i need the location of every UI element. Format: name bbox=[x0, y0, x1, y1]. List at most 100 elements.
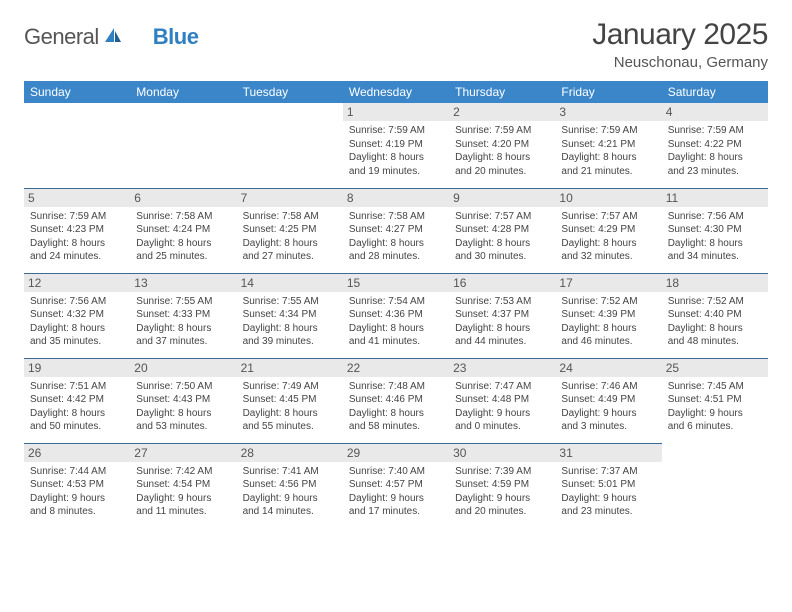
day-sun-info: Sunrise: 7:50 AMSunset: 4:43 PMDaylight:… bbox=[136, 380, 230, 434]
calendar-body: 1 Sunrise: 7:59 AMSunset: 4:19 PMDaylight… bbox=[24, 103, 768, 528]
day-number: 29 bbox=[343, 444, 449, 462]
day-number: 14 bbox=[237, 274, 343, 292]
day-sun-info: Sunrise: 7:59 AMSunset: 4:20 PMDaylight:… bbox=[455, 124, 549, 178]
day-number: 2 bbox=[449, 103, 555, 121]
day-number: 19 bbox=[24, 359, 130, 377]
day-sun-info: Sunrise: 7:41 AMSunset: 4:56 PMDaylight:… bbox=[243, 465, 337, 519]
day-number: 23 bbox=[449, 359, 555, 377]
day-sun-info: Sunrise: 7:47 AMSunset: 4:48 PMDaylight:… bbox=[455, 380, 549, 434]
calendar-day-cell: 2 Sunrise: 7:59 AMSunset: 4:20 PMDaylight… bbox=[449, 103, 555, 188]
day-number: 18 bbox=[662, 274, 768, 292]
day-sun-info: Sunrise: 7:55 AMSunset: 4:34 PMDaylight:… bbox=[243, 295, 337, 349]
day-sun-info: Sunrise: 7:49 AMSunset: 4:45 PMDaylight:… bbox=[243, 380, 337, 434]
calendar-day-cell: 22 Sunrise: 7:48 AMSunset: 4:46 PMDayligh… bbox=[343, 358, 449, 443]
weekday-header: Monday bbox=[130, 81, 236, 103]
calendar-day-cell: 10Sunrise: 7:57 AMSunset: 4:29 PMDayligh… bbox=[555, 188, 661, 273]
day-number: 13 bbox=[130, 274, 236, 292]
day-number: 7 bbox=[237, 189, 343, 207]
weekday-header: Tuesday bbox=[237, 81, 343, 103]
calendar-week-row: 5Sunrise: 7:59 AMSunset: 4:23 PMDaylight… bbox=[24, 188, 768, 273]
calendar-day-cell: 12 Sunrise: 7:56 AMSunset: 4:32 PMDayligh… bbox=[24, 273, 130, 358]
calendar-day-cell: 21 Sunrise: 7:49 AMSunset: 4:45 PMDayligh… bbox=[237, 358, 343, 443]
calendar-day-cell: 11Sunrise: 7:56 AMSunset: 4:30 PMDayligh… bbox=[662, 188, 768, 273]
day-number: 25 bbox=[662, 359, 768, 377]
calendar-day-cell: 8 Sunrise: 7:58 AMSunset: 4:27 PMDaylight… bbox=[343, 188, 449, 273]
day-sun-info: Sunrise: 7:58 AMSunset: 4:27 PMDaylight:… bbox=[349, 210, 443, 264]
calendar-day-cell: 15 Sunrise: 7:54 AMSunset: 4:36 PMDayligh… bbox=[343, 273, 449, 358]
calendar-day-cell: 18 Sunrise: 7:52 AMSunset: 4:40 PMDayligh… bbox=[662, 273, 768, 358]
day-sun-info: Sunrise: 7:40 AMSunset: 4:57 PMDaylight:… bbox=[349, 465, 443, 519]
day-sun-info: Sunrise: 7:48 AMSunset: 4:46 PMDaylight:… bbox=[349, 380, 443, 434]
calendar-day-cell: 30 Sunrise: 7:39 AMSunset: 4:59 PMDayligh… bbox=[449, 443, 555, 528]
day-number: 17 bbox=[555, 274, 661, 292]
calendar-empty-cell bbox=[662, 443, 768, 528]
weekday-header: Friday bbox=[555, 81, 661, 103]
day-number: 11 bbox=[662, 189, 768, 207]
day-number: 27 bbox=[130, 444, 236, 462]
brand-logo: General Blue bbox=[24, 18, 198, 50]
day-sun-info: Sunrise: 7:53 AMSunset: 4:37 PMDaylight:… bbox=[455, 295, 549, 349]
weekday-header: Sunday bbox=[24, 81, 130, 103]
calendar-week-row: 1 Sunrise: 7:59 AMSunset: 4:19 PMDaylight… bbox=[24, 103, 768, 188]
day-sun-info: Sunrise: 7:59 AMSunset: 4:19 PMDaylight:… bbox=[349, 124, 443, 178]
day-sun-info: Sunrise: 7:52 AMSunset: 4:39 PMDaylight:… bbox=[561, 295, 655, 349]
day-sun-info: Sunrise: 7:46 AMSunset: 4:49 PMDaylight:… bbox=[561, 380, 655, 434]
day-sun-info: Sunrise: 7:56 AMSunset: 4:32 PMDaylight:… bbox=[30, 295, 124, 349]
calendar-empty-cell bbox=[24, 103, 130, 188]
title-block: January 2025 Neuschonau, Germany bbox=[592, 18, 768, 71]
calendar-day-cell: 3Sunrise: 7:59 AMSunset: 4:21 PMDaylight… bbox=[555, 103, 661, 188]
day-number: 21 bbox=[237, 359, 343, 377]
calendar-empty-cell bbox=[237, 103, 343, 188]
day-number: 5 bbox=[24, 189, 130, 207]
day-number: 20 bbox=[130, 359, 236, 377]
calendar-day-cell: 9Sunrise: 7:57 AMSunset: 4:28 PMDaylight… bbox=[449, 188, 555, 273]
day-sun-info: Sunrise: 7:51 AMSunset: 4:42 PMDaylight:… bbox=[30, 380, 124, 434]
calendar-day-cell: 31 Sunrise: 7:37 AMSunset: 5:01 PMDayligh… bbox=[555, 443, 661, 528]
calendar-day-cell: 19 Sunrise: 7:51 AMSunset: 4:42 PMDayligh… bbox=[24, 358, 130, 443]
day-sun-info: Sunrise: 7:54 AMSunset: 4:36 PMDaylight:… bbox=[349, 295, 443, 349]
day-number: 24 bbox=[555, 359, 661, 377]
day-number: 4 bbox=[662, 103, 768, 121]
brand-word-1: General bbox=[24, 24, 99, 50]
calendar-empty-cell bbox=[130, 103, 236, 188]
calendar-week-row: 26Sunrise: 7:44 AMSunset: 4:53 PMDayligh… bbox=[24, 443, 768, 528]
sail-icon bbox=[103, 26, 123, 49]
weekday-header: Saturday bbox=[662, 81, 768, 103]
day-sun-info: Sunrise: 7:37 AMSunset: 5:01 PMDaylight:… bbox=[561, 465, 655, 519]
day-number: 28 bbox=[237, 444, 343, 462]
calendar-week-row: 19 Sunrise: 7:51 AMSunset: 4:42 PMDayligh… bbox=[24, 358, 768, 443]
day-sun-info: Sunrise: 7:42 AMSunset: 4:54 PMDaylight:… bbox=[136, 465, 230, 519]
calendar-day-cell: 29 Sunrise: 7:40 AMSunset: 4:57 PMDayligh… bbox=[343, 443, 449, 528]
calendar-day-cell: 5Sunrise: 7:59 AMSunset: 4:23 PMDaylight… bbox=[24, 188, 130, 273]
day-sun-info: Sunrise: 7:55 AMSunset: 4:33 PMDaylight:… bbox=[136, 295, 230, 349]
calendar-day-cell: 4 Sunrise: 7:59 AMSunset: 4:22 PMDaylight… bbox=[662, 103, 768, 188]
day-number: 10 bbox=[555, 189, 661, 207]
calendar-day-cell: 26Sunrise: 7:44 AMSunset: 4:53 PMDayligh… bbox=[24, 443, 130, 528]
calendar-day-cell: 27 Sunrise: 7:42 AMSunset: 4:54 PMDayligh… bbox=[130, 443, 236, 528]
calendar-day-cell: 28 Sunrise: 7:41 AMSunset: 4:56 PMDayligh… bbox=[237, 443, 343, 528]
day-sun-info: Sunrise: 7:58 AMSunset: 4:25 PMDaylight:… bbox=[243, 210, 337, 264]
day-sun-info: Sunrise: 7:52 AMSunset: 4:40 PMDaylight:… bbox=[668, 295, 762, 349]
calendar-table: SundayMondayTuesdayWednesdayThursdayFrid… bbox=[24, 81, 768, 528]
day-number: 12 bbox=[24, 274, 130, 292]
location-name: Neuschonau, Germany bbox=[592, 54, 768, 71]
day-sun-info: Sunrise: 7:45 AMSunset: 4:51 PMDaylight:… bbox=[668, 380, 762, 434]
day-number: 30 bbox=[449, 444, 555, 462]
weekday-header: Thursday bbox=[449, 81, 555, 103]
weekday-header-row: SundayMondayTuesdayWednesdayThursdayFrid… bbox=[24, 81, 768, 103]
calendar-day-cell: 24 Sunrise: 7:46 AMSunset: 4:49 PMDayligh… bbox=[555, 358, 661, 443]
calendar-day-cell: 17 Sunrise: 7:52 AMSunset: 4:39 PMDayligh… bbox=[555, 273, 661, 358]
day-sun-info: Sunrise: 7:39 AMSunset: 4:59 PMDaylight:… bbox=[455, 465, 549, 519]
day-number: 15 bbox=[343, 274, 449, 292]
calendar-day-cell: 25 Sunrise: 7:45 AMSunset: 4:51 PMDayligh… bbox=[662, 358, 768, 443]
calendar-week-row: 12 Sunrise: 7:56 AMSunset: 4:32 PMDayligh… bbox=[24, 273, 768, 358]
page-header: General Blue January 2025 Neuschonau, Ge… bbox=[24, 18, 768, 71]
calendar-day-cell: 1 Sunrise: 7:59 AMSunset: 4:19 PMDaylight… bbox=[343, 103, 449, 188]
day-number: 1 bbox=[343, 103, 449, 121]
day-sun-info: Sunrise: 7:59 AMSunset: 4:22 PMDaylight:… bbox=[668, 124, 762, 178]
day-number: 9 bbox=[449, 189, 555, 207]
day-number: 31 bbox=[555, 444, 661, 462]
calendar-day-cell: 6Sunrise: 7:58 AMSunset: 4:24 PMDaylight… bbox=[130, 188, 236, 273]
day-number: 8 bbox=[343, 189, 449, 207]
day-number: 22 bbox=[343, 359, 449, 377]
